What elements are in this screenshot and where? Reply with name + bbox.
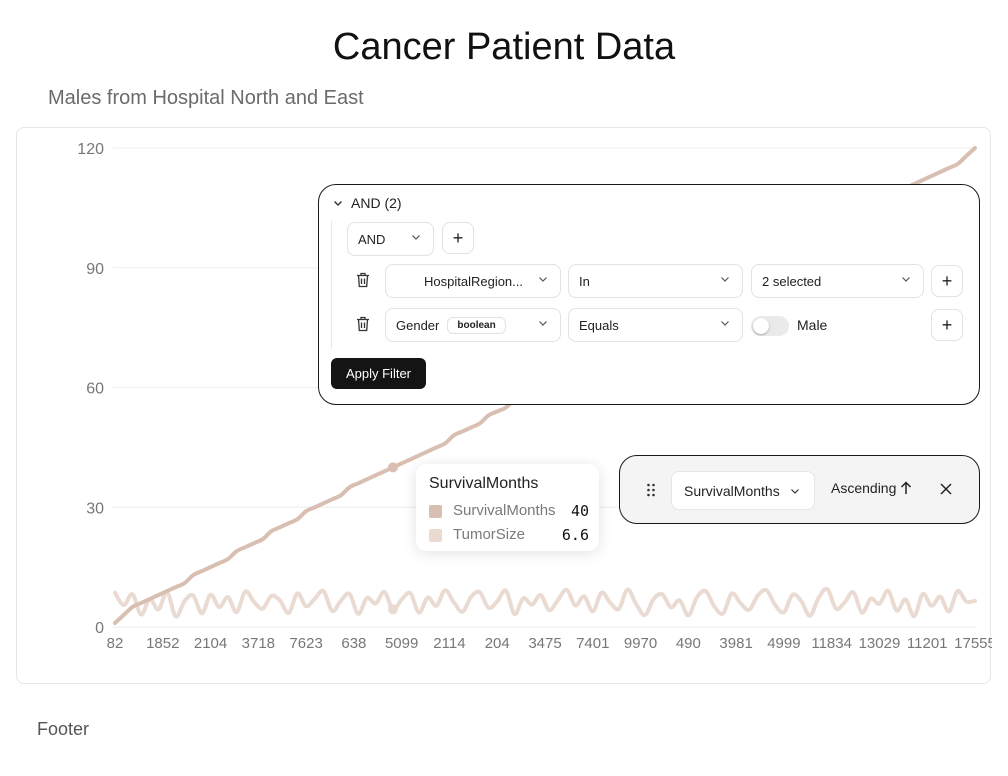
filter-value-text: 2 selected — [762, 273, 822, 289]
add-group-button[interactable]: + — [442, 222, 474, 254]
filter-group-toggle[interactable]: AND (2) — [333, 195, 402, 211]
filter-field-select[interactable]: Gender boolean — [385, 308, 561, 342]
tooltip-series-value: 6.6 — [561, 526, 589, 544]
y-tick-label: 30 — [86, 500, 104, 517]
x-tick-label: 490 — [676, 635, 701, 652]
x-tick-label: 7623 — [289, 635, 322, 652]
filter-group-label: AND (2) — [351, 195, 402, 211]
close-icon[interactable] — [940, 483, 952, 495]
hover-marker-tumorsize — [387, 604, 398, 615]
filter-operator-select[interactable]: Equals — [568, 308, 743, 342]
trash-icon[interactable] — [356, 316, 370, 332]
chevron-down-icon — [721, 321, 729, 326]
y-tick-label: 60 — [86, 381, 104, 398]
toggle-label: Male — [797, 317, 828, 333]
hover-markers — [387, 462, 398, 615]
x-axis-ticks: 82 1852 2104 3718 7623 638 5099 2114 204 3475 7401… — [107, 635, 992, 652]
x-tick-label: 7401 — [576, 635, 609, 652]
x-tick-label: 3981 — [719, 635, 752, 652]
chevron-down-icon — [539, 321, 547, 326]
arrow-up-icon — [901, 481, 912, 494]
plus-icon: + — [941, 314, 953, 335]
tooltip-swatch-survival — [429, 505, 442, 518]
x-tick-label: 13029 — [859, 635, 901, 652]
x-tick-label: 1852 — [146, 635, 179, 652]
x-tick-label: 11834 — [811, 635, 852, 652]
y-tick-label: 0 — [95, 620, 104, 637]
apply-filter-button[interactable]: Apply Filter — [331, 358, 426, 389]
chevron-down-icon — [334, 201, 342, 206]
chevron-down-icon — [721, 277, 729, 282]
gender-toggle[interactable] — [751, 316, 789, 336]
y-tick-label: 120 — [77, 141, 104, 158]
sort-field-select[interactable]: SurvivalMonths — [671, 471, 815, 510]
filter-operator-select[interactable]: In — [568, 264, 743, 298]
x-tick-label: 3718 — [242, 635, 275, 652]
toggle-knob — [753, 318, 769, 334]
tooltip-series-value: 40 — [570, 502, 589, 520]
plus-icon: + — [452, 227, 464, 248]
y-axis-ticks: 0 30 60 90 120 — [77, 141, 104, 637]
x-tick-label: 3475 — [528, 635, 561, 652]
x-tick-label: 5099 — [385, 635, 418, 652]
sort-panel: SurvivalMonths Ascending — [619, 455, 980, 524]
page-subtitle: Males from Hospital North and East — [48, 87, 364, 109]
hover-marker-survivalmonths — [387, 462, 398, 473]
chevron-down-icon — [539, 277, 547, 282]
x-tick-label: 2114 — [433, 635, 465, 652]
chevron-down-icon — [902, 277, 910, 282]
chart-tooltip: SurvivalMonths SurvivalMonths 40 TumorSi… — [416, 464, 599, 551]
chevron-down-icon — [412, 235, 420, 240]
x-tick-label: 82 — [107, 635, 124, 652]
plus-icon: + — [941, 270, 953, 291]
sort-direction-button[interactable]: Ascending — [831, 480, 912, 496]
x-tick-label: 4999 — [767, 635, 800, 652]
x-tick-label: 638 — [341, 635, 366, 652]
filter-panel: AND (2) AND + HospitalRegion... In 2 sel… — [318, 184, 980, 405]
group-operator-select[interactable]: AND — [347, 222, 434, 256]
tooltip-series-name: SurvivalMonths — [453, 502, 556, 519]
x-tick-label: 2104 — [194, 635, 227, 652]
chevron-down-icon — [791, 489, 799, 494]
tooltip-swatch-tumor — [429, 529, 442, 542]
tooltip-row-survival: SurvivalMonths 40 — [429, 501, 589, 521]
trash-icon[interactable] — [356, 272, 370, 288]
x-tick-label: 11201 — [907, 635, 948, 652]
y-tick-label: 90 — [86, 261, 104, 278]
filter-field-value: Gender — [396, 317, 440, 333]
filter-field-select[interactable]: HospitalRegion... — [385, 264, 561, 298]
x-tick-label: 9970 — [624, 635, 657, 652]
group-operator-value: AND — [358, 231, 386, 247]
series-line-tumorsize[interactable] — [113, 586, 977, 619]
add-condition-button[interactable]: + — [931, 265, 963, 297]
tooltip-title: SurvivalMonths — [429, 475, 539, 492]
x-tick-label: 17555 — [954, 635, 992, 652]
tooltip-row-tumor: TumorSize 6.6 — [429, 525, 589, 545]
field-type-badge: boolean — [447, 316, 506, 334]
add-condition-button[interactable]: + — [931, 309, 963, 341]
filter-operator-value: In — [579, 273, 590, 289]
x-tick-label: 204 — [485, 635, 510, 652]
filter-operator-value: Equals — [579, 317, 619, 333]
filter-tree-line — [331, 221, 332, 349]
page-title: Cancer Patient Data — [332, 26, 676, 68]
footer: Footer — [37, 719, 90, 739]
filter-value-select[interactable]: 2 selected — [751, 264, 924, 298]
filter-field-value: HospitalRegion... — [424, 273, 523, 289]
drag-handle-icon[interactable] — [646, 483, 656, 497]
tooltip-series-name: TumorSize — [453, 526, 525, 543]
sort-direction-label: Ascending — [831, 480, 897, 496]
sort-field-value: SurvivalMonths — [684, 482, 780, 499]
